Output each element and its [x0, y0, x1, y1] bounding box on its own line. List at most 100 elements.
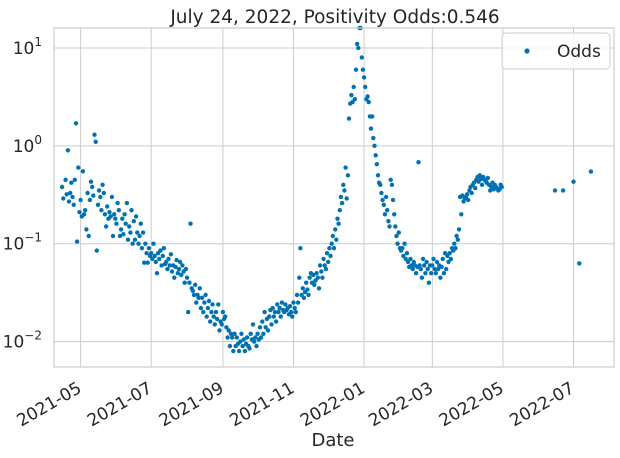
data-point — [227, 343, 233, 349]
data-point — [83, 208, 88, 213]
data-point — [131, 219, 136, 224]
data-point — [393, 224, 398, 229]
data-point — [456, 227, 462, 232]
data-point — [479, 182, 485, 187]
x-tick-label: 2021-07 — [84, 378, 156, 431]
data-point — [165, 266, 170, 272]
data-point — [214, 316, 220, 322]
data-point — [278, 314, 283, 319]
data-point — [448, 256, 454, 262]
data-point — [198, 305, 204, 311]
data-point — [324, 251, 330, 256]
data-point — [352, 97, 357, 102]
data-point — [228, 331, 234, 336]
x-tick-label: 2022-01 — [297, 378, 369, 431]
data-point — [431, 256, 436, 262]
data-point — [132, 237, 138, 242]
data-point — [138, 221, 143, 226]
data-point — [112, 212, 117, 217]
data-point — [404, 251, 410, 256]
data-point — [405, 259, 411, 265]
data-point — [95, 202, 101, 207]
data-point — [341, 182, 346, 187]
data-point — [439, 264, 444, 270]
data-point — [102, 212, 108, 217]
data-point — [473, 185, 478, 191]
data-point — [91, 193, 96, 198]
data-point — [321, 256, 326, 262]
data-point — [202, 300, 207, 305]
data-point — [359, 55, 364, 60]
data-point — [373, 153, 378, 158]
data-point — [323, 266, 329, 272]
data-point — [552, 188, 558, 193]
data-point — [252, 339, 257, 344]
x-gridlines — [80, 28, 575, 367]
data-point — [330, 233, 335, 239]
data-point — [382, 212, 388, 217]
data-point — [346, 116, 352, 121]
data-point — [388, 177, 393, 182]
data-point — [87, 197, 93, 203]
data-point — [276, 309, 281, 315]
data-point — [238, 339, 243, 344]
data-point — [203, 292, 208, 298]
data-point — [429, 271, 434, 276]
data-point — [92, 132, 97, 137]
data-point — [441, 271, 447, 276]
data-point — [250, 322, 256, 327]
data-point — [70, 194, 75, 200]
data-point — [174, 257, 179, 263]
data-point — [418, 266, 423, 272]
data-point — [117, 233, 123, 239]
data-point — [337, 208, 342, 213]
data-point — [270, 305, 275, 311]
data-point — [368, 126, 374, 131]
data-point — [136, 241, 141, 246]
data-point — [216, 302, 221, 307]
data-point — [210, 302, 215, 307]
data-point — [378, 182, 383, 187]
data-point — [245, 335, 250, 340]
y-tick-label: 10−1 — [3, 231, 42, 255]
data-point — [108, 214, 113, 219]
data-point — [76, 165, 81, 170]
data-point — [107, 210, 112, 215]
data-point — [417, 263, 422, 268]
data-point — [84, 227, 89, 232]
data-point — [381, 202, 386, 207]
data-point — [380, 197, 385, 203]
data-point — [169, 269, 175, 274]
data-point — [279, 300, 285, 305]
data-point — [247, 346, 252, 351]
data-point — [390, 197, 396, 203]
data-point — [438, 275, 443, 280]
data-point — [77, 210, 82, 215]
data-point — [314, 271, 319, 276]
data-point — [157, 256, 162, 262]
data-point — [447, 251, 452, 256]
data-point — [453, 246, 458, 251]
data-point — [116, 208, 122, 213]
data-point — [151, 241, 156, 246]
data-point — [159, 263, 164, 268]
data-point — [434, 259, 440, 265]
data-point — [194, 300, 199, 305]
data-point — [298, 246, 303, 251]
data-point — [160, 253, 165, 259]
data-point — [290, 314, 295, 319]
data-point — [193, 282, 198, 287]
data-point — [329, 241, 334, 246]
x-tick-label: 2022-03 — [365, 378, 437, 431]
data-point — [172, 275, 177, 280]
data-point — [409, 263, 414, 268]
data-point — [242, 348, 248, 354]
data-point — [588, 169, 594, 174]
data-point — [419, 275, 425, 280]
data-point — [265, 328, 271, 333]
data-point — [291, 300, 296, 305]
data-point — [499, 184, 504, 190]
data-point — [248, 331, 253, 336]
data-point — [372, 143, 377, 148]
data-point — [201, 309, 206, 315]
